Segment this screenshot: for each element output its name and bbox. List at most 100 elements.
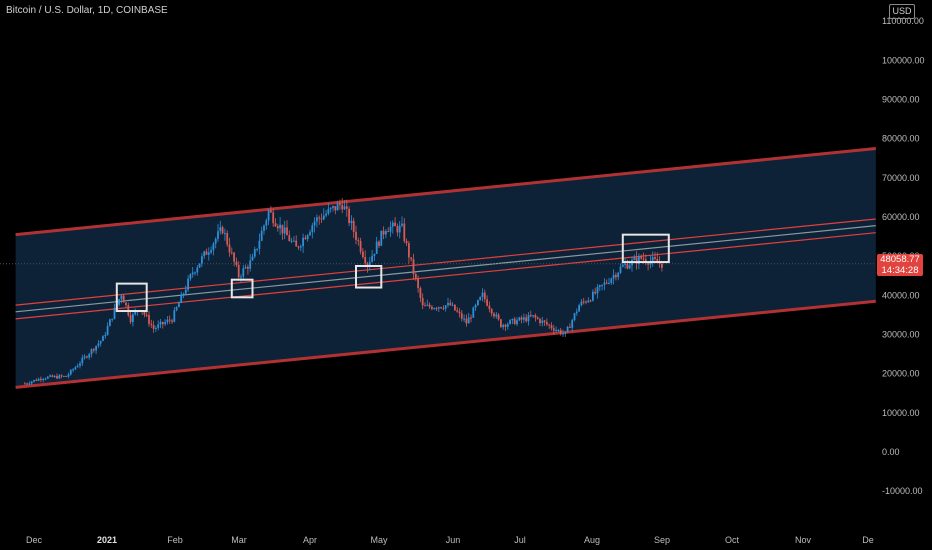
candle-down xyxy=(661,263,663,268)
candle-up xyxy=(350,220,353,224)
candle-down xyxy=(168,319,171,321)
candle-down xyxy=(26,383,28,385)
candle-up xyxy=(511,318,514,321)
candle-up xyxy=(495,314,498,317)
candle-up xyxy=(444,305,447,309)
candle-up xyxy=(617,272,620,278)
highlight-box-4 xyxy=(621,233,670,264)
candle-down xyxy=(288,235,291,242)
candle-up xyxy=(219,227,222,232)
y-tick-label: 70000.00 xyxy=(882,173,920,183)
candle-down xyxy=(500,319,502,328)
candle-up xyxy=(426,304,429,306)
candle-up xyxy=(53,375,56,377)
candle-up xyxy=(336,203,339,211)
highlight-box-1 xyxy=(115,282,148,313)
candle-up xyxy=(210,250,212,253)
channel-mid-lower-line xyxy=(15,232,876,320)
candle-up xyxy=(610,278,613,283)
candle-up xyxy=(401,223,403,226)
x-tick-label: Oct xyxy=(725,535,740,545)
currency-button[interactable]: USD xyxy=(889,4,915,19)
candle-up xyxy=(516,320,518,325)
channel-mid-upper-line xyxy=(15,218,876,306)
candle-down xyxy=(295,240,298,247)
candle-up xyxy=(325,213,327,216)
candle-down xyxy=(490,309,493,314)
candle-up xyxy=(437,307,440,309)
candle-down xyxy=(520,317,523,320)
candle-up xyxy=(118,299,120,305)
candle-down xyxy=(642,258,645,260)
candle-up xyxy=(189,274,192,279)
candle-down xyxy=(161,321,164,325)
candle-up xyxy=(624,263,626,265)
candle-up xyxy=(184,289,187,294)
candle-down xyxy=(272,212,275,224)
candle-up xyxy=(263,225,265,231)
candle-up xyxy=(343,206,346,210)
candle-down xyxy=(431,306,433,310)
candle-up xyxy=(88,354,91,358)
candle-up xyxy=(518,317,521,321)
candle-up xyxy=(375,241,378,254)
candle-up xyxy=(633,257,636,260)
candle-up xyxy=(596,286,599,294)
candle-up xyxy=(258,240,261,249)
candle-up xyxy=(58,375,61,379)
candle-down xyxy=(488,305,491,310)
candle-down xyxy=(345,206,348,209)
candle-down xyxy=(536,317,539,319)
candle-down xyxy=(440,307,442,309)
candle-up xyxy=(106,326,109,335)
candle-down xyxy=(647,262,649,265)
candle-up xyxy=(76,365,79,368)
candle-up xyxy=(194,272,196,274)
candle-down xyxy=(529,315,532,317)
candle-down xyxy=(304,237,307,240)
candle-down xyxy=(421,297,424,306)
candle-up xyxy=(571,320,574,328)
candle-down xyxy=(359,241,362,252)
candle-down xyxy=(364,257,367,264)
candle-down xyxy=(546,321,548,325)
candle-up xyxy=(391,222,394,227)
candle-up xyxy=(578,305,580,312)
candle-down xyxy=(51,375,54,377)
highlight-box-2 xyxy=(230,278,254,299)
candle-up xyxy=(207,252,210,255)
candle-up xyxy=(477,300,479,306)
y-tick-label: 30000.00 xyxy=(882,330,920,340)
candle-up xyxy=(157,324,160,328)
candle-up xyxy=(557,330,560,332)
candle-down xyxy=(270,210,272,213)
candle-up xyxy=(33,379,35,382)
candle-down xyxy=(281,224,284,234)
candle-up xyxy=(283,227,286,234)
candle-down xyxy=(230,252,233,254)
candle-up xyxy=(447,302,449,306)
candle-up xyxy=(201,256,203,264)
candle-up xyxy=(132,314,134,323)
x-tick-label: De xyxy=(862,535,874,545)
candle-up xyxy=(575,311,578,314)
candle-down xyxy=(40,378,42,380)
candle-down xyxy=(382,230,385,235)
candle-up xyxy=(612,274,615,279)
regression-channel xyxy=(0,147,876,389)
candle-down xyxy=(150,323,153,326)
channel-upper-line xyxy=(15,147,876,237)
y-tick-label: 80000.00 xyxy=(882,134,920,144)
candle-down xyxy=(237,264,240,278)
candle-down xyxy=(274,223,277,227)
candle-up xyxy=(63,375,65,377)
candle-up xyxy=(532,315,534,317)
x-tick-label: Jun xyxy=(446,535,461,545)
candle-down xyxy=(626,263,629,269)
candle-up xyxy=(95,345,97,351)
candle-up xyxy=(598,285,601,287)
channel-lower-line xyxy=(15,299,876,389)
candle-down xyxy=(129,315,132,323)
candle-down xyxy=(615,274,617,278)
